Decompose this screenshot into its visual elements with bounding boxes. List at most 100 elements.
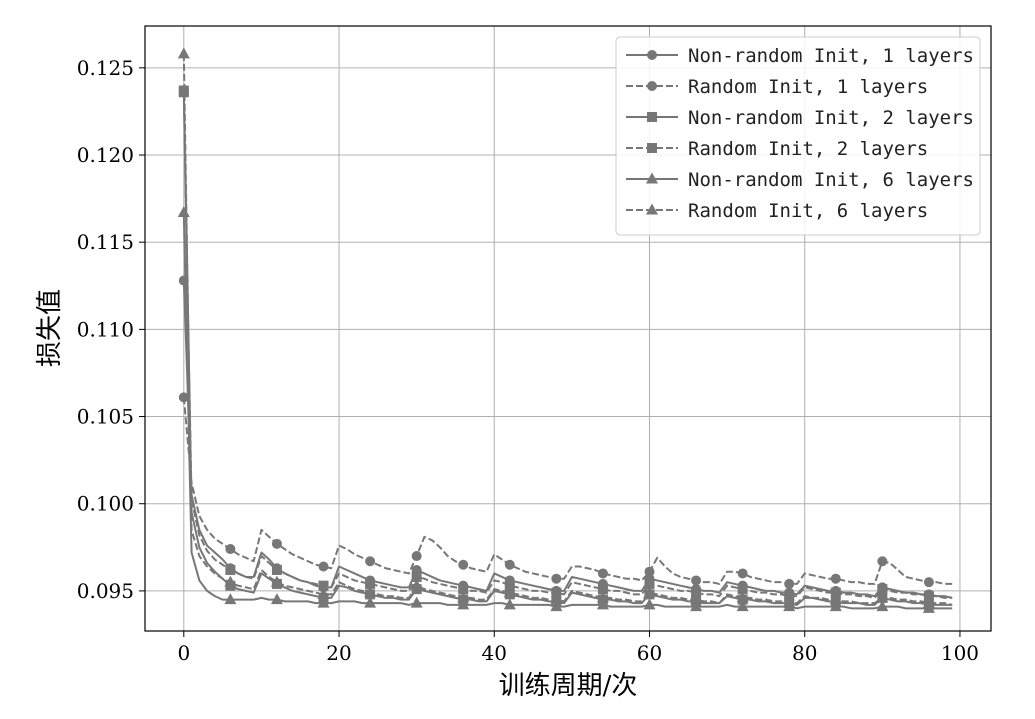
x-tick-label: 20 [326, 641, 351, 665]
data-point [365, 556, 376, 567]
plot-series [177, 47, 953, 613]
data-point [923, 591, 934, 602]
data-point [643, 586, 656, 598]
series-line [182, 53, 953, 606]
legend-label: Non-random Init, 2 layers [688, 107, 974, 129]
data-point [457, 598, 470, 610]
data-point [177, 206, 190, 218]
data-point [225, 564, 236, 575]
legend-marker [647, 50, 657, 60]
x-tick-label: 0 [177, 641, 190, 665]
data-point [410, 596, 423, 608]
series-line [182, 280, 953, 599]
legend-item: Non-random Init, 6 layers [626, 169, 974, 191]
data-point [224, 575, 237, 587]
legend-marker [646, 203, 658, 215]
y-tick-label: 0.105 [77, 405, 134, 429]
legend-marker [646, 172, 658, 184]
data-point [178, 392, 189, 403]
legend-label: Random Init, 1 layers [688, 76, 928, 98]
data-point [503, 586, 516, 598]
y-tick-label: 0.110 [77, 317, 134, 341]
data-point [877, 584, 888, 595]
data-point [411, 551, 422, 562]
data-point [550, 593, 563, 605]
data-point [365, 578, 376, 589]
legend-marker [647, 81, 657, 91]
data-point [784, 578, 795, 589]
y-tick-label: 0.120 [77, 143, 134, 167]
legend-label: Non-random Init, 6 layers [688, 169, 974, 191]
legend-item: Random Init, 1 layers [626, 76, 928, 98]
legend-marker [647, 143, 657, 153]
legend-label: Non-random Init, 1 layers [688, 45, 974, 67]
data-point [364, 586, 377, 598]
data-point [876, 591, 889, 603]
data-point [737, 584, 748, 595]
series-5 [177, 206, 953, 613]
y-tick-label: 0.100 [77, 492, 134, 516]
data-point [225, 544, 236, 555]
series-2 [178, 392, 953, 589]
data-point [922, 596, 935, 608]
data-point [270, 575, 283, 587]
data-point [643, 598, 656, 610]
data-point [551, 573, 562, 584]
data-point [690, 600, 703, 612]
data-point [504, 559, 515, 570]
series-1 [178, 275, 953, 600]
data-point [504, 580, 515, 591]
legend-marker [647, 112, 657, 122]
data-point [736, 591, 749, 603]
x-tick-label: 100 [941, 641, 979, 665]
series-line [182, 90, 953, 599]
data-point [270, 593, 283, 605]
data-point [177, 47, 190, 59]
legend-label: Random Init, 2 layers [688, 138, 928, 160]
data-point [550, 600, 563, 612]
data-point [690, 593, 703, 605]
data-point [271, 538, 282, 549]
plot-frame [144, 25, 992, 632]
data-point [596, 591, 609, 603]
data-point [458, 584, 469, 595]
data-point [224, 593, 237, 605]
x-axis-label: 训练周期/次 [499, 671, 638, 701]
y-tick-label: 0.115 [77, 230, 134, 254]
data-point [691, 575, 702, 586]
data-point [410, 579, 423, 591]
data-point [923, 577, 934, 588]
data-point [364, 596, 377, 608]
x-tick-label: 80 [792, 641, 817, 665]
data-point [876, 600, 889, 612]
data-point [691, 587, 702, 598]
data-point [829, 600, 842, 612]
series-4 [178, 85, 953, 602]
legend-label: Random Init, 6 layers [688, 200, 928, 222]
data-point [829, 593, 842, 605]
y-axis-label: 损失值 [35, 289, 65, 367]
data-point [736, 600, 749, 612]
data-point [457, 591, 470, 603]
data-point [596, 598, 609, 610]
data-point [784, 591, 795, 602]
legend-item: Non-random Init, 2 layers [626, 107, 974, 129]
data-point [877, 556, 888, 567]
x-axis: 0 20 40 60 80 100 [177, 631, 979, 665]
data-point [644, 566, 655, 577]
data-point [830, 587, 841, 598]
legend: Non-random Init, 1 layers Random Init, 1 … [615, 36, 981, 236]
series-6 [177, 47, 953, 608]
data-point [551, 587, 562, 598]
data-point [317, 596, 330, 608]
data-point [830, 573, 841, 584]
data-point [783, 596, 796, 608]
legend-frame [615, 36, 981, 236]
data-point [458, 559, 469, 570]
y-tick-label: 0.095 [77, 579, 134, 603]
series-line [182, 397, 953, 585]
x-tick-label: 60 [637, 641, 662, 665]
data-point [318, 561, 329, 572]
